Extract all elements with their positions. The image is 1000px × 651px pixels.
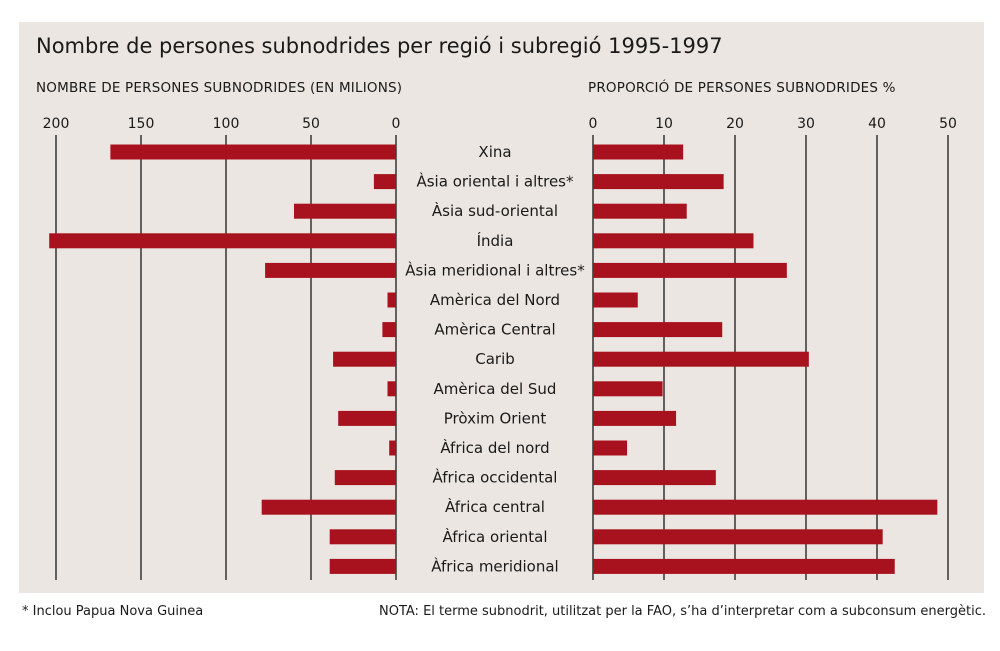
right-bar [593, 381, 663, 397]
left-bar [382, 322, 396, 338]
right-bar [593, 292, 638, 308]
category-label: Àsia meridional i altres* [405, 260, 585, 279]
category-label: Xina [478, 143, 511, 161]
left-tick-label: 150 [128, 116, 155, 132]
category-label: Amèrica Central [434, 321, 555, 339]
right-bar [593, 351, 809, 367]
left-bar [329, 558, 396, 574]
left-bar [334, 470, 396, 486]
right-bar [593, 322, 723, 338]
category-label: Àsia sud-oriental [432, 201, 558, 220]
right-tick-label: 40 [868, 116, 886, 132]
footnote: * Inclou Papua Nova Guinea [22, 604, 204, 619]
left-bar [389, 440, 396, 456]
right-tick-label: 50 [939, 116, 957, 132]
right-tick-label: 10 [655, 116, 673, 132]
category-label: Àfrica del nord [440, 438, 549, 457]
right-bar [593, 144, 684, 160]
right-tick-label: 0 [589, 116, 598, 132]
left-tick-label: 50 [302, 116, 320, 132]
right-bar [593, 558, 895, 574]
left-bar [387, 292, 396, 308]
left-bar [110, 144, 397, 160]
category-label: Índia [477, 231, 514, 250]
category-label: Pròxim Orient [444, 409, 547, 427]
left-bar [338, 410, 396, 426]
right-bar [593, 440, 628, 456]
note: NOTA: El terme subnodrit, utilitzat per … [379, 604, 986, 619]
right-bar [593, 410, 677, 426]
right-axis-label: PROPORCIÓ DE PERSONES SUBNODRIDES % [588, 80, 896, 96]
right-bar [593, 529, 883, 545]
left-tick-label: 0 [392, 116, 401, 132]
right-bar [593, 233, 754, 249]
right-bar [593, 499, 938, 515]
category-label: Àfrica central [445, 497, 545, 516]
chart-title: Nombre de persones subnodrides per regió… [36, 34, 723, 58]
left-bar [265, 262, 396, 278]
left-axis-label: NOMBRE DE PERSONES SUBNODRIDES (EN MILIO… [36, 80, 403, 96]
right-bar [593, 262, 787, 278]
left-bar [373, 174, 396, 190]
right-bar [593, 470, 716, 486]
right-bar [593, 203, 687, 219]
category-label: Àfrica occidental [433, 468, 558, 487]
right-bar [593, 174, 724, 190]
category-label: Carib [475, 350, 515, 368]
right-tick-label: 20 [726, 116, 744, 132]
left-bar [294, 203, 396, 219]
category-label: Amèrica del Nord [430, 291, 560, 309]
chart-panel [19, 22, 984, 593]
right-tick-label: 30 [797, 116, 815, 132]
left-bar [329, 529, 396, 545]
category-label: Amèrica del Sud [434, 380, 557, 398]
left-bar [49, 233, 396, 249]
category-label: Àsia oriental i altres* [416, 172, 574, 191]
category-label: Àfrica oriental [442, 527, 547, 546]
category-label: Àfrica meridional [431, 556, 558, 575]
left-bar [387, 381, 396, 397]
left-bar [261, 499, 396, 515]
left-bar [333, 351, 396, 367]
left-tick-label: 100 [213, 116, 240, 132]
left-tick-label: 200 [43, 116, 70, 132]
